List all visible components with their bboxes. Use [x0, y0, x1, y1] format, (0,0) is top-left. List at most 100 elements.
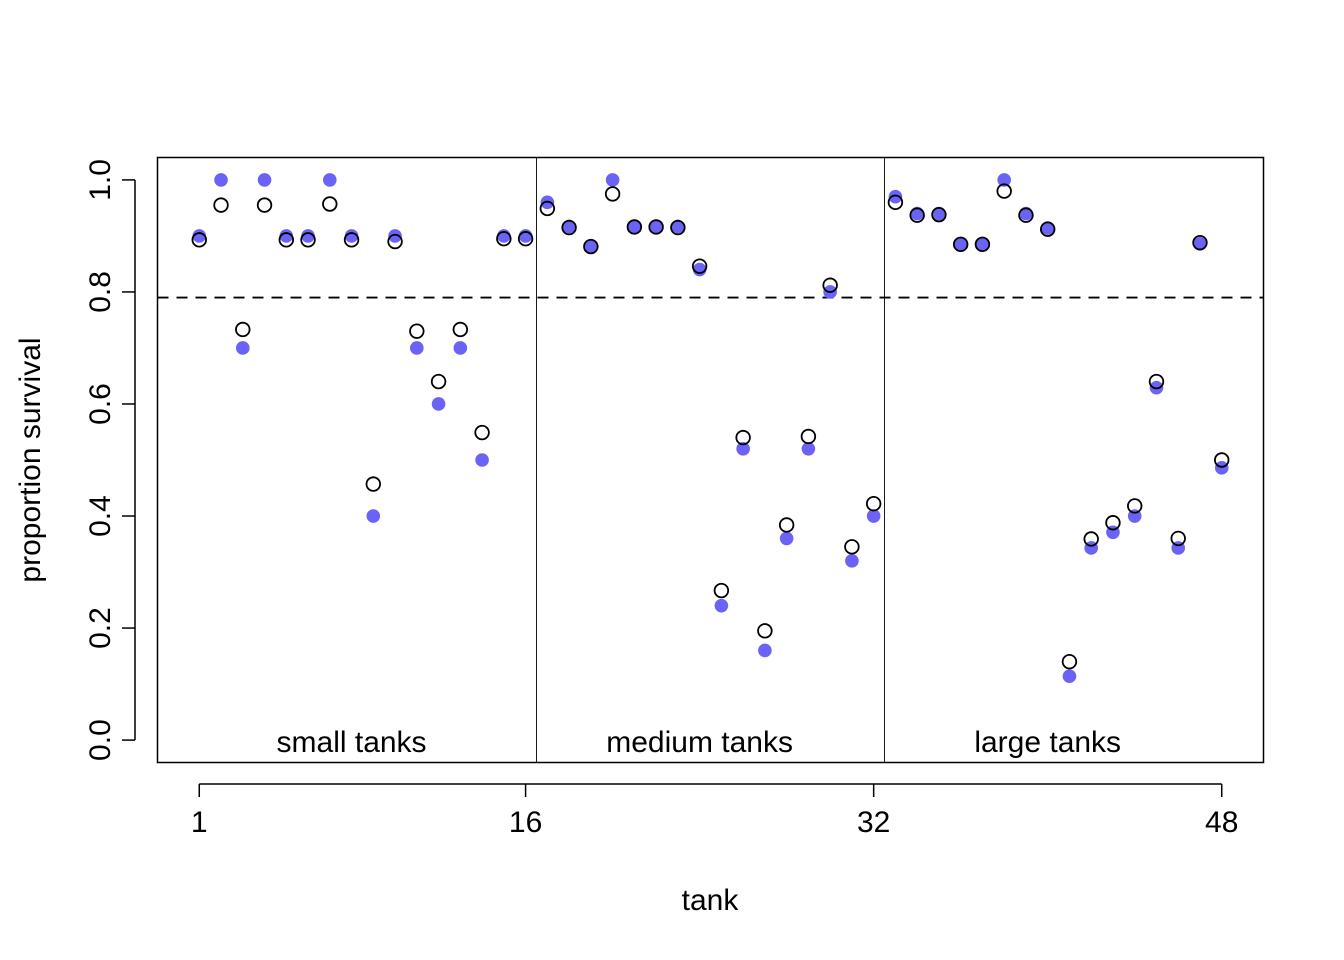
posterior-point — [517, 231, 534, 247]
raw-point — [953, 236, 968, 251]
raw-point — [1062, 669, 1077, 684]
raw-point — [1214, 461, 1229, 475]
posterior-point — [343, 232, 360, 248]
posterior-point — [409, 323, 425, 339]
raw-point — [301, 229, 315, 243]
raw-point — [758, 643, 772, 658]
raw-point — [845, 554, 859, 568]
raw-point — [366, 509, 381, 523]
plot-frame — [156, 156, 1265, 764]
y-tick-label: 0.0 — [84, 719, 117, 761]
posterior-point — [1105, 515, 1121, 531]
posterior-point — [387, 233, 403, 250]
posterior-point — [670, 219, 686, 236]
y-axis: 0.0 0.2 0.4 0.6 0.8 1.0 — [84, 159, 136, 761]
raw-point — [736, 441, 750, 456]
raw-point — [235, 341, 250, 355]
raw-point — [344, 229, 359, 243]
posterior-point — [865, 495, 882, 512]
posterior-point — [931, 206, 947, 223]
posterior-point — [365, 476, 382, 492]
posterior-point — [1192, 234, 1208, 251]
posterior-point — [191, 232, 207, 248]
raw-point — [627, 219, 642, 234]
raw-point — [671, 219, 685, 234]
x-tick-label: 32 — [857, 806, 890, 839]
raw-point — [649, 219, 663, 234]
raw-point — [584, 240, 598, 254]
posterior-point — [648, 219, 664, 235]
posterior-point — [496, 231, 512, 247]
group-label: small tanks — [277, 726, 427, 759]
y-tick-label: 0.6 — [84, 383, 117, 425]
raw-point — [866, 509, 881, 523]
raw-point — [388, 229, 402, 243]
raw-point — [801, 441, 816, 456]
raw-point — [714, 598, 729, 613]
raw-point — [605, 173, 620, 187]
posterior-point — [800, 428, 817, 445]
posterior-point — [474, 424, 490, 441]
x-tick-label: 16 — [509, 806, 542, 839]
raw-point — [475, 453, 489, 467]
posterior-point — [430, 373, 447, 390]
y-tick-label: 0.2 — [84, 607, 117, 649]
x-tick-label: 1 — [191, 806, 208, 839]
posterior-point — [713, 582, 730, 599]
raw-point — [192, 229, 207, 243]
posterior-point — [952, 236, 969, 253]
posterior-point — [691, 258, 708, 274]
raw-point — [975, 236, 990, 251]
y-axis-title: proportion survival — [14, 337, 47, 582]
posterior-point — [757, 623, 773, 639]
posterior-point — [1039, 221, 1056, 237]
x-axis-title: tank — [682, 884, 740, 917]
posterior-point — [1083, 531, 1099, 547]
posterior-point — [278, 232, 294, 248]
raw-point — [692, 262, 707, 277]
x-axis: 1 16 32 48 — [191, 783, 1238, 839]
raw-point — [888, 189, 903, 204]
posterior-point — [322, 196, 338, 212]
posterior-point — [213, 197, 229, 213]
raw-point — [431, 397, 446, 411]
raw-point — [997, 173, 1011, 187]
raw-point — [257, 173, 272, 187]
group-label: medium tanks — [606, 726, 793, 759]
posterior-point — [1170, 530, 1186, 547]
posterior-point — [1061, 653, 1078, 670]
posterior-point — [300, 232, 316, 248]
raw-point — [214, 173, 228, 187]
y-tick-label: 0.8 — [84, 271, 117, 313]
x-tick-label: 48 — [1205, 806, 1238, 839]
posterior-point — [235, 321, 251, 338]
group-dividers — [536, 157, 885, 763]
raw-point — [779, 531, 794, 546]
posterior-point — [974, 236, 991, 253]
group-label: large tanks — [974, 726, 1121, 759]
posterior-point — [887, 194, 904, 211]
raw-point — [932, 206, 946, 221]
raw-point — [562, 219, 576, 234]
group-labels: small tanks medium tanks large tanks — [277, 726, 1122, 759]
raw-point — [410, 341, 424, 355]
posterior-point — [583, 238, 599, 255]
posterior-point — [1018, 207, 1034, 223]
posterior-point — [1214, 452, 1230, 468]
raw-point — [322, 173, 337, 187]
posterior-point — [452, 321, 469, 338]
posterior-mean-points — [191, 183, 1230, 670]
posterior-point — [604, 186, 621, 202]
raw-point — [1040, 221, 1055, 235]
posterior-point — [844, 539, 860, 555]
y-tick-label: 0.4 — [84, 495, 117, 537]
posterior-point — [539, 200, 556, 217]
posterior-point — [1127, 498, 1143, 514]
raw-point — [1193, 236, 1207, 251]
y-tick-label: 1.0 — [84, 159, 117, 201]
raw-proportion-points — [192, 173, 1229, 684]
posterior-point — [256, 197, 273, 213]
posterior-point — [735, 429, 751, 446]
posterior-point — [561, 219, 577, 236]
